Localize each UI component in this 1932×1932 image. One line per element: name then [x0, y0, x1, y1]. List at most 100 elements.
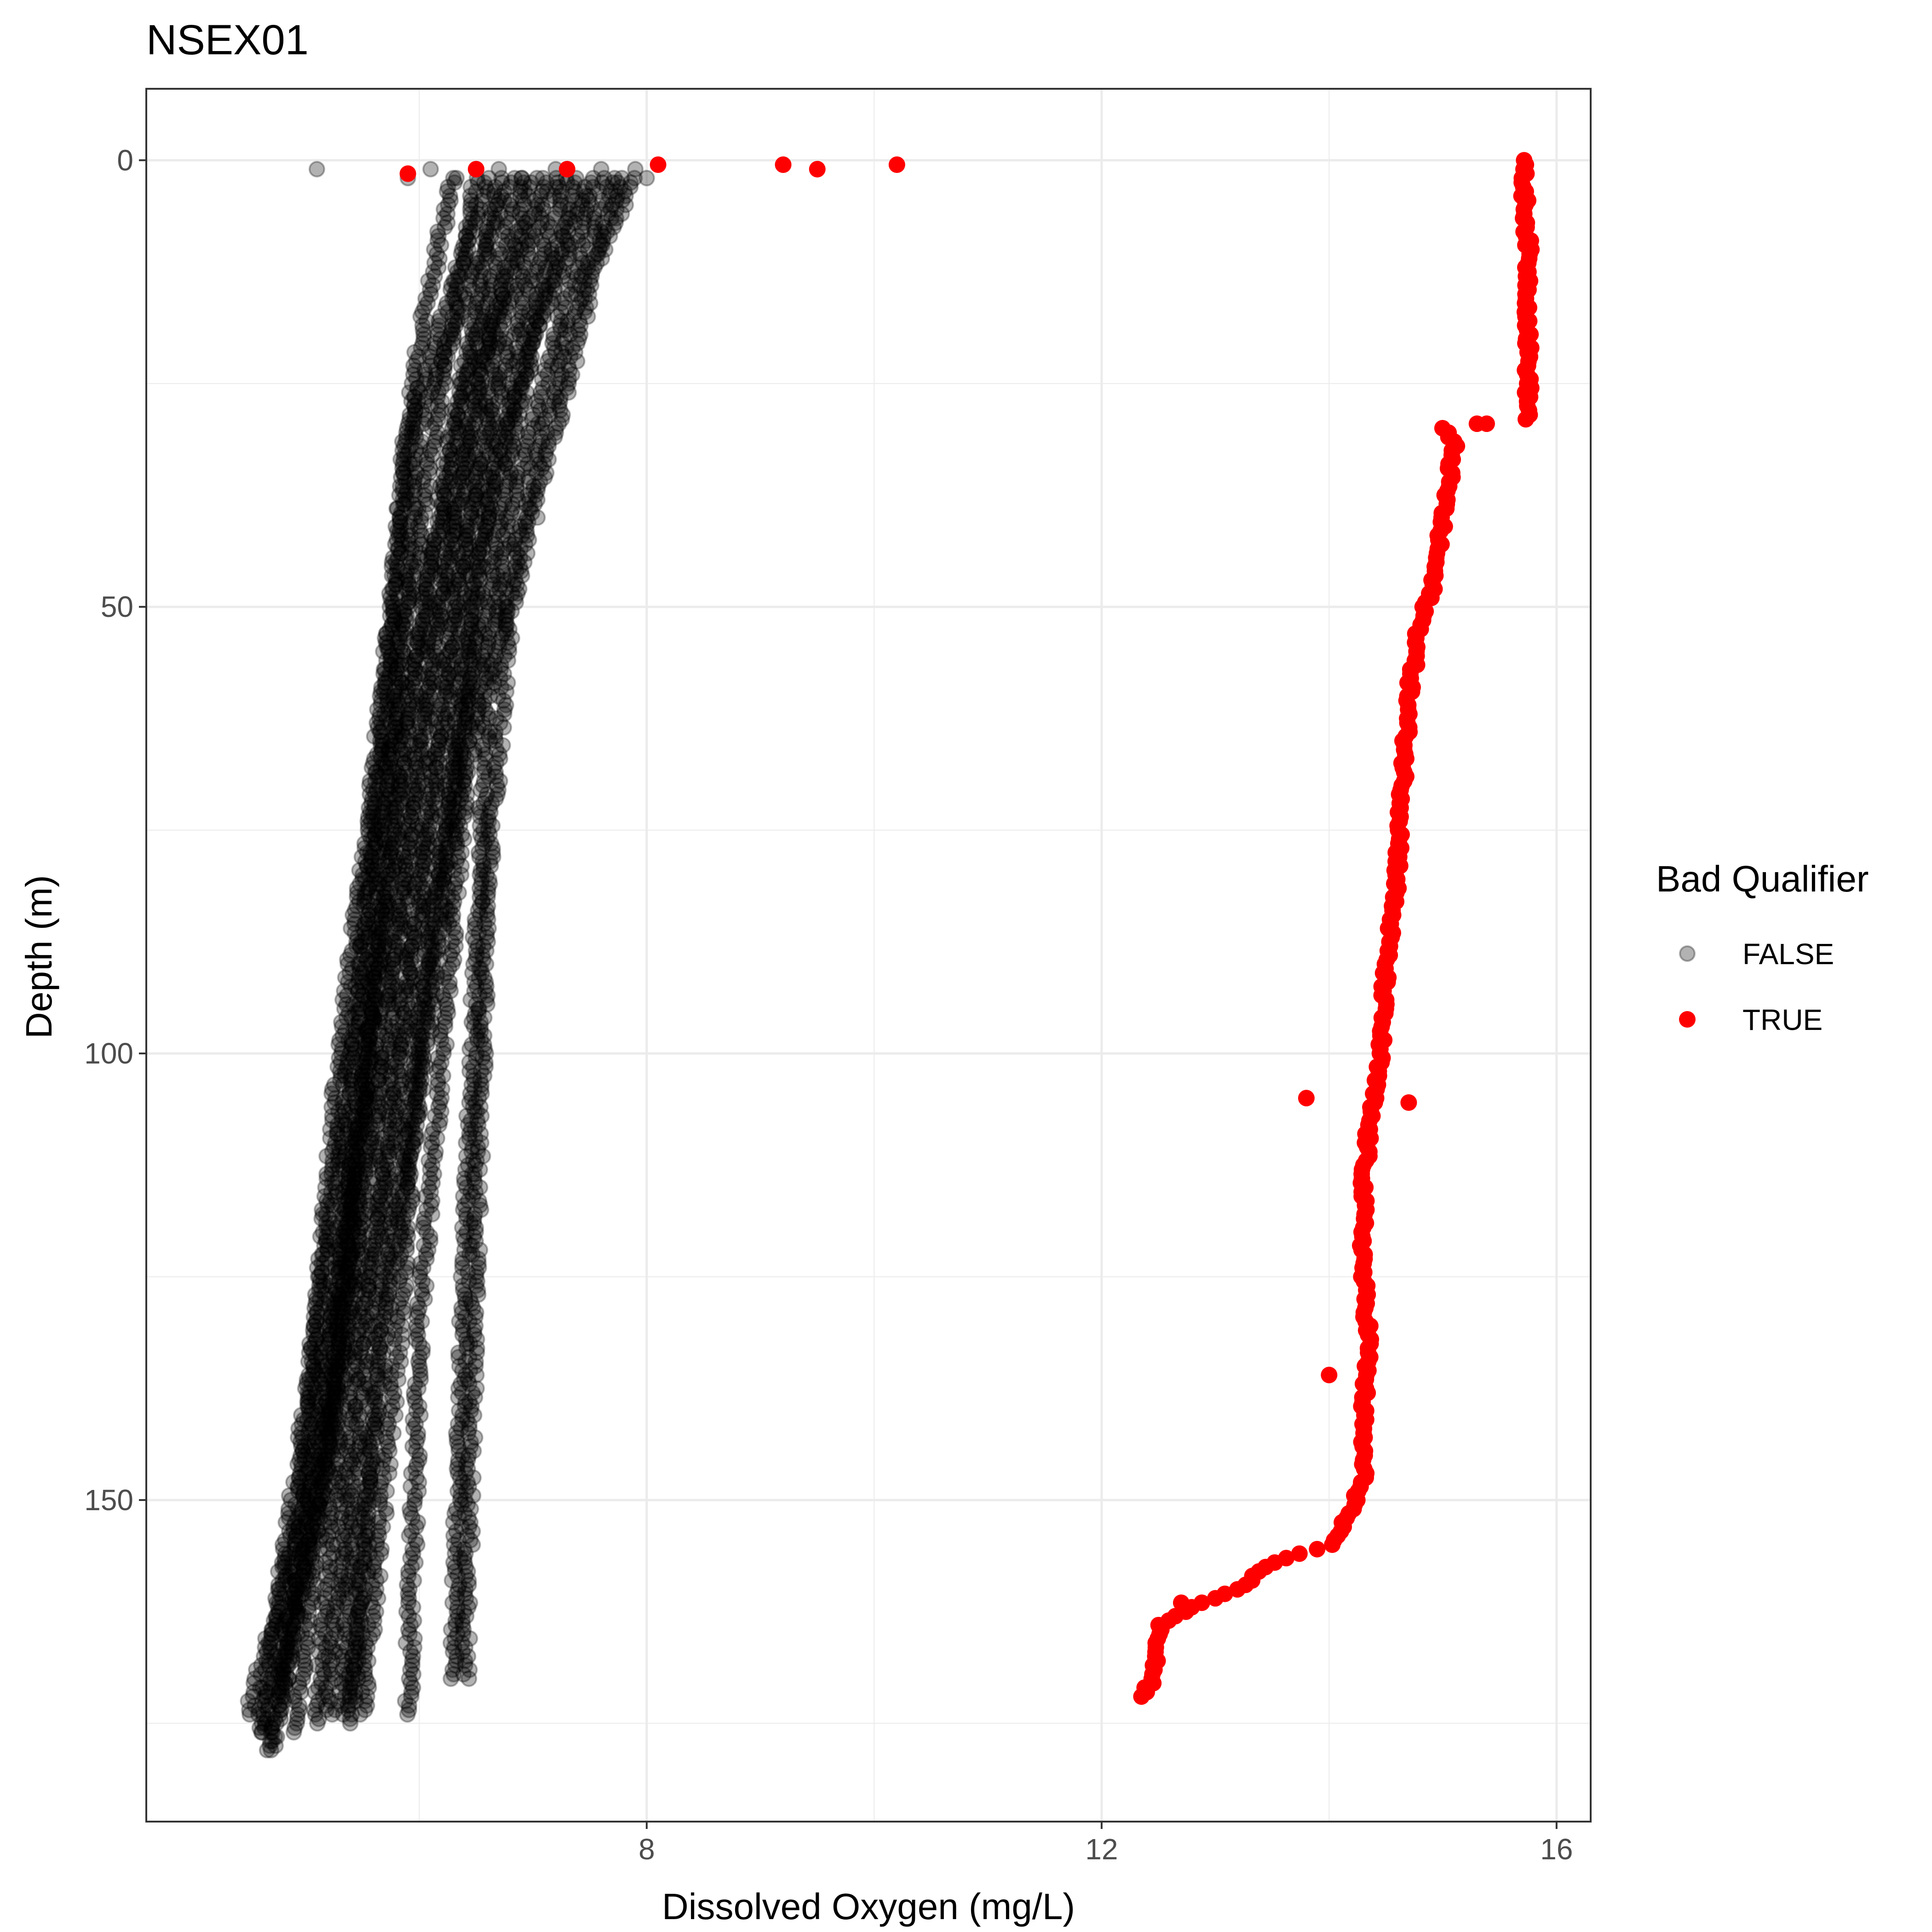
false-point: [475, 188, 492, 205]
false-point: [338, 1179, 355, 1196]
false-point: [367, 951, 384, 968]
false-point: [322, 1313, 339, 1330]
false-point: [304, 1456, 321, 1473]
false-point: [375, 804, 392, 821]
false-point: [443, 322, 460, 339]
false-point: [380, 701, 397, 718]
false-point: [445, 330, 462, 347]
false-point: [379, 692, 396, 709]
false-point: [406, 473, 423, 490]
false-point: [360, 907, 377, 924]
false-point: [428, 366, 445, 383]
false-point: [365, 831, 382, 848]
false-point: [331, 1237, 348, 1254]
false-point: [402, 513, 419, 530]
false-point: [258, 1644, 275, 1661]
false-point: [380, 790, 397, 807]
false-point: [258, 1652, 275, 1669]
false-point: [386, 652, 403, 669]
false-point: [477, 228, 494, 245]
false-point: [350, 983, 367, 1000]
false-point: [314, 1357, 331, 1374]
false-point: [299, 1491, 316, 1508]
false-point: [469, 254, 486, 271]
false-point: [413, 447, 430, 464]
false-point: [343, 1134, 360, 1151]
false-point: [397, 607, 414, 624]
false-point: [412, 384, 429, 401]
false-point: [375, 683, 392, 700]
false-point: [337, 1192, 354, 1209]
false-point: [422, 357, 439, 374]
false-point: [313, 1375, 330, 1392]
false-point: [387, 536, 404, 553]
false-point: [340, 1103, 357, 1120]
false-point: [389, 634, 406, 651]
false-point: [378, 840, 395, 857]
false-point: [407, 469, 424, 486]
false-point: [311, 1371, 328, 1388]
false-point: [475, 232, 492, 249]
false-point: [369, 719, 386, 736]
false-point: [268, 1608, 285, 1625]
false-point: [345, 1108, 362, 1125]
false-point: [453, 308, 470, 325]
false-point: [334, 1161, 351, 1178]
false-point: [402, 554, 420, 571]
false-point: [455, 236, 472, 253]
false-point: [467, 259, 484, 276]
false-point: [399, 447, 416, 464]
false-point: [400, 594, 417, 611]
false-point: [334, 1206, 351, 1223]
false-point: [334, 1210, 351, 1227]
false-point: [352, 1000, 369, 1018]
false-point: [349, 991, 366, 1008]
false-point: [373, 822, 390, 839]
false-point: [376, 835, 393, 852]
false-point: [388, 710, 405, 727]
false-point: [297, 1509, 314, 1526]
false-point: [389, 523, 406, 540]
false-point: [366, 799, 383, 816]
false-point: [343, 1130, 360, 1147]
false-point: [401, 589, 418, 606]
false-point: [391, 513, 408, 530]
false-point: [479, 183, 496, 200]
false-point: [406, 505, 423, 522]
plot-panel: [145, 88, 1592, 1823]
false-point: [306, 1429, 323, 1446]
false-point: [281, 1545, 298, 1562]
false-point: [364, 965, 381, 982]
false-point: [425, 380, 442, 397]
false-point: [376, 813, 393, 830]
false-point: [412, 437, 429, 454]
false-point: [369, 822, 386, 839]
false-point: [315, 1380, 332, 1397]
false-point: [339, 1112, 356, 1129]
false-point: [408, 500, 425, 517]
false-point: [380, 741, 397, 758]
false-point: [399, 420, 416, 437]
false-point: [383, 732, 400, 749]
false-point: [406, 478, 423, 495]
false-point: [325, 1300, 342, 1317]
false-point: [392, 518, 409, 535]
false-point: [402, 518, 419, 535]
false-point: [394, 442, 411, 459]
false-point: [288, 1527, 305, 1544]
false-point: [373, 678, 390, 696]
false-point: [345, 1063, 362, 1080]
false-point: [383, 799, 400, 816]
false-point: [388, 576, 405, 593]
false-point: [392, 451, 409, 468]
false-point: [365, 915, 382, 932]
minor-gridlines: [146, 89, 1591, 1822]
false-point: [252, 1679, 269, 1696]
false-point: [246, 1670, 263, 1687]
false-point: [322, 1322, 339, 1339]
false-point: [366, 817, 383, 834]
false-point: [300, 1443, 317, 1460]
false-point: [356, 924, 373, 941]
false-point: [409, 393, 426, 410]
false-point: [343, 1067, 360, 1084]
